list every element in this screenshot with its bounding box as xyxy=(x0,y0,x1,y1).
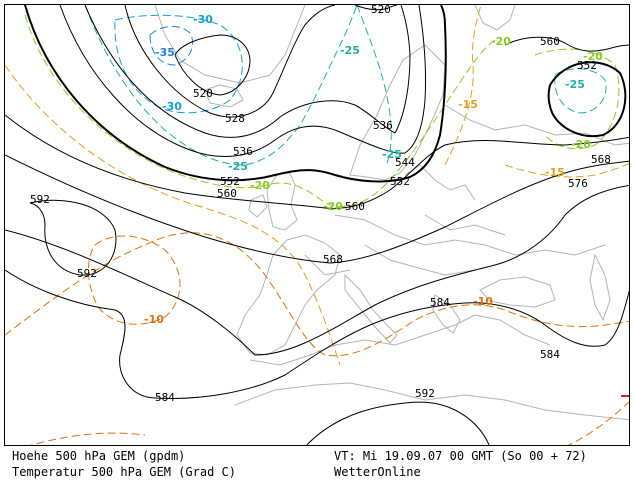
coastline-greece xyxy=(432,294,461,334)
temp-label: -25 xyxy=(228,160,248,173)
isotherm-minus25-ring xyxy=(554,68,607,114)
height-label: 544 xyxy=(395,156,415,169)
valid-time: VT: Mi 19.09.07 00 GMT (So 00 + 72) xyxy=(334,449,587,463)
temp-label: -10 xyxy=(473,295,493,308)
temp-label: -25 xyxy=(565,78,585,91)
height-label: 584 xyxy=(155,391,175,404)
temp-label: -15 xyxy=(458,98,478,111)
contour-560 xyxy=(5,114,629,209)
temp-label: -20 xyxy=(250,179,270,192)
contour-568 xyxy=(5,154,629,264)
contour-592-south xyxy=(306,401,490,445)
height-label: 552 xyxy=(220,175,240,188)
border-lines xyxy=(304,214,606,276)
temp-label: -10 xyxy=(144,313,164,326)
contour-552 xyxy=(24,5,447,183)
height-contours xyxy=(5,5,629,445)
coastline-africa xyxy=(234,382,629,421)
temp-label: -20 xyxy=(571,138,591,151)
temp-label: -30 xyxy=(162,100,182,113)
coastline-baltic xyxy=(404,164,476,201)
height-label: 536 xyxy=(373,119,393,132)
map-footer: Hoehe 500 hPa GEM (gpdm) Temperatur 500 … xyxy=(4,447,630,487)
height-label: 576 xyxy=(568,177,588,190)
coastline-britain xyxy=(266,172,298,231)
height-label: 536 xyxy=(233,145,253,158)
coastline-iceland xyxy=(204,84,244,108)
height-label: 592 xyxy=(415,387,435,400)
isotherm-minus10-bottom xyxy=(30,401,629,445)
temp-label: -20 xyxy=(323,200,343,213)
height-label: 584 xyxy=(430,296,450,309)
isotherm-minus20-east xyxy=(534,48,620,150)
temp-label: -25 xyxy=(382,148,402,161)
coastlines xyxy=(154,5,629,421)
height-label: 560 xyxy=(217,187,237,200)
coastline-greenland xyxy=(154,5,306,84)
isotherm-minus25-east xyxy=(356,5,392,164)
height-label: 592 xyxy=(77,267,97,280)
height-label: 592 xyxy=(30,193,50,206)
contour-560-east xyxy=(504,36,629,52)
coastline-russia-north xyxy=(444,104,629,146)
contour-536 xyxy=(84,5,396,138)
height-label: 568 xyxy=(323,253,343,266)
contour-520 xyxy=(174,34,251,96)
height-legend: Hoehe 500 hPa GEM (gpdm) xyxy=(12,449,186,463)
contour-584 xyxy=(5,269,629,399)
temp-label: -30 xyxy=(193,13,213,26)
temp-label: -15 xyxy=(545,166,565,179)
contour-544 xyxy=(59,5,427,157)
height-label: 528 xyxy=(225,112,245,125)
map-canvas: 592 592 584 584 584 592 576 568 568 560 … xyxy=(5,5,629,445)
contour-552-ring xyxy=(547,61,627,138)
temperature-labels: -30 -35 -30 -25 -25 -25 -20 -20 -20 -15 … xyxy=(144,13,603,326)
temp-label: -25 xyxy=(340,44,360,57)
isotherm-minus35 xyxy=(149,26,194,66)
height-label: 520 xyxy=(193,87,213,100)
isotherm-minus10-west xyxy=(87,235,181,325)
coastline-italy xyxy=(344,273,398,344)
isotherm-minus15 xyxy=(5,5,629,366)
temperature-legend: Temperatur 500 hPa GEM (Grad C) xyxy=(12,465,236,479)
coastline-blacksea xyxy=(479,276,556,308)
coastline-ireland xyxy=(248,194,268,218)
coastline-mediterranean xyxy=(249,314,551,366)
isotherm-minus30 xyxy=(114,14,243,114)
isotherm-minus25-west xyxy=(84,5,358,166)
height-label: 552 xyxy=(577,59,597,72)
height-label: 568 xyxy=(591,153,611,166)
contour-520-north xyxy=(354,5,398,11)
height-label: 584 xyxy=(540,348,560,361)
temp-label: -20 xyxy=(491,35,511,48)
contour-528 xyxy=(124,5,336,118)
contour-576 xyxy=(5,184,629,356)
contour-592-west xyxy=(29,199,117,276)
contour-536-north xyxy=(394,5,411,134)
provider-name: WetterOnline xyxy=(334,465,421,479)
temp-label: -35 xyxy=(155,46,175,59)
height-label: 560 xyxy=(540,35,560,48)
weather-map: 592 592 584 584 584 592 576 568 568 560 … xyxy=(4,4,630,446)
height-label: 552 xyxy=(390,175,410,188)
coastline-scandinavia xyxy=(349,44,446,181)
height-label: 520 xyxy=(371,5,391,16)
temp-label: -20 xyxy=(583,50,603,63)
temperature-isotherms xyxy=(5,5,629,445)
coastline-caspian xyxy=(589,253,611,322)
coastline-spitsbergen xyxy=(474,5,516,31)
coastline-europe-west xyxy=(236,234,341,356)
height-labels: 592 592 584 584 584 592 576 568 568 560 … xyxy=(30,5,611,404)
height-label: 560 xyxy=(345,200,365,213)
